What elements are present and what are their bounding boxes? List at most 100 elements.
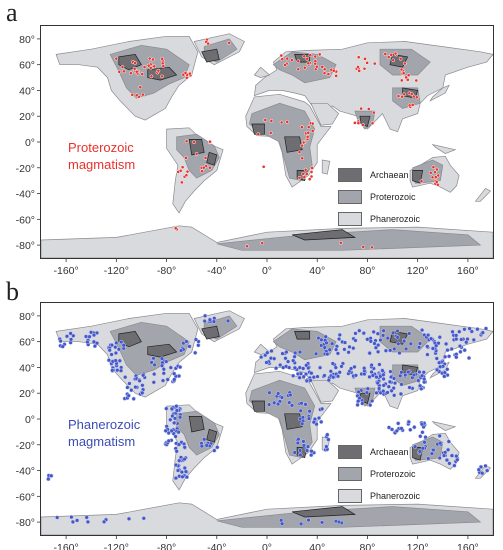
lat-tick-label: 60° <box>19 337 35 349</box>
magmatism-point <box>113 345 118 350</box>
magmatism-point <box>369 362 374 368</box>
magmatism-point <box>419 373 425 378</box>
new-guinea-land <box>431 144 457 154</box>
magmatism-point <box>402 61 407 66</box>
lat-tick-label: 60° <box>19 60 35 72</box>
magmatism-point <box>133 384 138 390</box>
magmatism-point <box>173 434 178 439</box>
magmatism-point <box>483 463 488 469</box>
magmatism-point <box>297 175 302 180</box>
magmatism-point <box>313 54 318 59</box>
magmatism-point <box>326 437 331 442</box>
magmatism-point <box>430 346 436 351</box>
magmatism-point <box>353 121 357 125</box>
magmatism-point <box>396 421 401 426</box>
magmatism-point <box>370 373 376 378</box>
magmatism-point <box>289 403 295 408</box>
magmatism-point <box>160 74 164 79</box>
magmatism-point <box>83 334 89 339</box>
magmatism-point <box>391 376 397 381</box>
magmatism-point <box>333 347 339 352</box>
magmatism-point <box>202 318 207 324</box>
magmatism-point <box>357 69 362 73</box>
magmatism-point <box>172 420 177 426</box>
magmatism-point <box>256 132 261 137</box>
lon-tick-label: 120° <box>407 542 429 550</box>
magmatism-point <box>450 329 455 334</box>
magmatism-point <box>446 439 451 444</box>
magmatism-point <box>68 331 73 336</box>
magmatism-point <box>194 152 199 156</box>
magmatism-point <box>399 67 404 72</box>
magmatism-point <box>457 343 463 349</box>
magmatism-point <box>301 374 306 379</box>
magmatism-point <box>297 349 303 355</box>
magmatism-point <box>419 327 425 333</box>
magmatism-point <box>327 347 332 352</box>
magmatism-point <box>372 61 377 66</box>
magmatism-point <box>305 56 310 61</box>
lat-tick-label: 40° <box>19 362 35 374</box>
magmatism-point <box>182 465 187 471</box>
magmatism-point <box>46 476 51 482</box>
magmatism-point <box>480 330 485 335</box>
magmatism-point <box>117 70 122 74</box>
magmatism-point <box>292 354 297 359</box>
magmatism-point <box>88 330 94 335</box>
magmatism-point <box>176 430 181 435</box>
magmatism-point <box>483 326 489 331</box>
magmatism-point <box>389 53 394 57</box>
magmatism-point <box>287 400 292 405</box>
magmatism-point <box>70 519 76 525</box>
magmatism-point <box>403 372 408 378</box>
magmatism-point <box>476 467 481 472</box>
magmatism-point <box>49 473 54 478</box>
legend-item-phanerozoic: Phanerozoic <box>338 208 420 230</box>
archaean-west-africa <box>251 400 265 412</box>
magmatism-point <box>273 366 279 371</box>
magmatism-point <box>85 519 91 525</box>
legend-swatch-archaean <box>338 445 362 459</box>
magmatism-point <box>407 331 412 336</box>
magmatism-point <box>147 56 152 61</box>
magmatism-point <box>399 78 404 83</box>
magmatism-point <box>416 378 421 383</box>
lon-tick-label: 40° <box>309 542 325 550</box>
archaean-sao-francisco <box>206 428 218 443</box>
magmatism-point <box>129 71 133 76</box>
magmatism-point <box>140 390 145 396</box>
panel-a-map-svg <box>41 26 493 258</box>
magmatism-point <box>381 328 386 333</box>
magmatism-point <box>160 56 164 61</box>
magmatism-point <box>151 356 156 361</box>
magmatism-point <box>404 75 408 80</box>
magmatism-point <box>325 432 330 437</box>
magmatism-point <box>177 415 183 420</box>
magmatism-point <box>309 371 314 376</box>
magmatism-point <box>300 421 305 426</box>
magmatism-point <box>266 402 272 407</box>
magmatism-point <box>356 65 360 69</box>
magmatism-point <box>446 354 452 359</box>
legend-label-archaean: Archaean <box>370 447 409 457</box>
magmatism-point <box>126 393 131 398</box>
magmatism-point <box>417 383 423 388</box>
magmatism-point <box>406 369 411 375</box>
magmatism-point <box>207 317 213 322</box>
magmatism-point <box>305 135 310 139</box>
lon-tick-label: -160° <box>54 542 79 550</box>
magmatism-point <box>174 408 180 413</box>
magmatism-point <box>173 475 179 481</box>
magmatism-point <box>381 388 386 394</box>
magmatism-point <box>380 368 385 373</box>
magmatism-point <box>152 362 157 368</box>
magmatism-point <box>389 427 395 432</box>
magmatism-point <box>161 64 166 68</box>
lon-tick-label: -160° <box>54 265 79 277</box>
magmatism-point <box>176 373 182 379</box>
magmatism-point <box>478 464 484 470</box>
magmatism-point <box>131 396 136 401</box>
magmatism-point <box>407 385 412 390</box>
magmatism-point <box>310 129 315 133</box>
